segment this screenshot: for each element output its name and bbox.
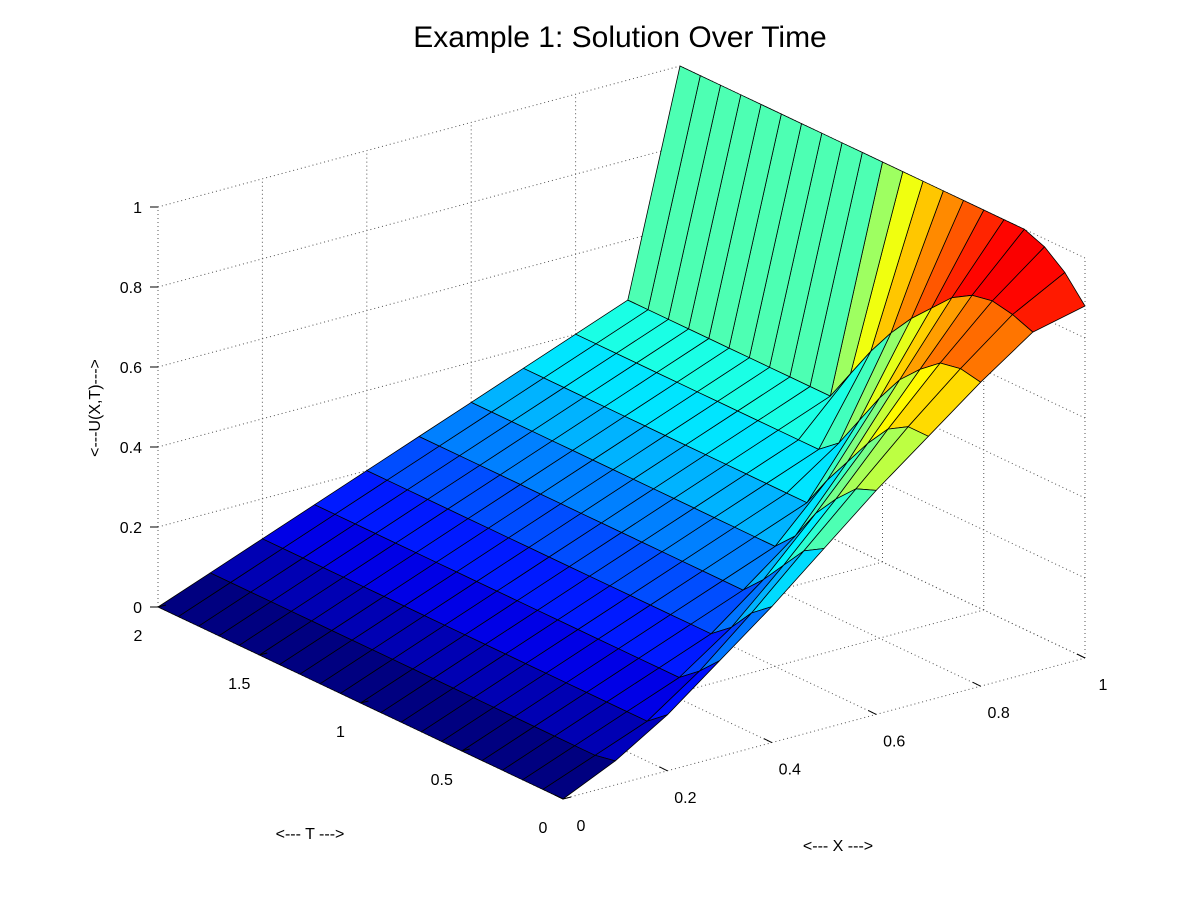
x-tick-mark bbox=[867, 709, 877, 715]
x-tick-label: 0.8 bbox=[987, 705, 1009, 722]
x-tick-mark bbox=[1076, 653, 1086, 659]
z-tick-label: 0.8 bbox=[120, 280, 142, 297]
z-tick-label: 0.4 bbox=[120, 440, 142, 457]
x-tick-mark bbox=[554, 794, 564, 800]
x-tick-label: 0.4 bbox=[779, 762, 801, 779]
t-tick-label: 1 bbox=[336, 724, 345, 741]
surface-patch bbox=[157, 572, 231, 617]
x-tick-mark bbox=[763, 738, 773, 744]
x-axis-label: <--- X ---> bbox=[803, 838, 873, 855]
t-tick-label: 0.5 bbox=[431, 772, 453, 789]
t-tick-label: 2 bbox=[134, 628, 143, 645]
back-wall-grid-line bbox=[157, 65, 681, 208]
t-axis-label: <--- T ---> bbox=[276, 826, 345, 843]
z-tick-label: 0.2 bbox=[120, 520, 142, 537]
z-tick-label: 1 bbox=[133, 200, 142, 217]
t-tick-mark bbox=[461, 748, 470, 752]
t-tick-mark bbox=[360, 700, 369, 704]
u-axis-label: <---U(X,T)---> bbox=[87, 359, 104, 457]
chart-title: Example 1: Solution Over Time bbox=[413, 21, 827, 54]
x-tick-label: 0 bbox=[577, 818, 586, 835]
x-tick-label: 1 bbox=[1099, 677, 1108, 694]
x-tick-mark bbox=[659, 766, 668, 772]
surface-mesh bbox=[157, 65, 1086, 800]
side-wall-grid-line bbox=[679, 465, 1086, 659]
back-wall-grid-line bbox=[157, 145, 681, 288]
t-tick-mark bbox=[562, 796, 572, 800]
x-tick-mark bbox=[972, 681, 981, 687]
z-tick-label: 0.6 bbox=[120, 360, 142, 377]
x-tick-label: 0.6 bbox=[883, 733, 905, 750]
t-tick-mark bbox=[259, 652, 268, 656]
t-tick-label: 1.5 bbox=[228, 676, 250, 693]
x-tick-label: 0.2 bbox=[674, 790, 696, 807]
z-tick-label: 0 bbox=[133, 600, 142, 617]
t-tick-mark bbox=[157, 604, 167, 608]
axis-ticks: 0 0.2 0.4 0.6 0.8 1 0 0.2 0.4 0.6 0.8 1 0 0.5 1 1.5 2 bbox=[120, 200, 1108, 837]
t-tick-label: 0 bbox=[539, 820, 548, 837]
